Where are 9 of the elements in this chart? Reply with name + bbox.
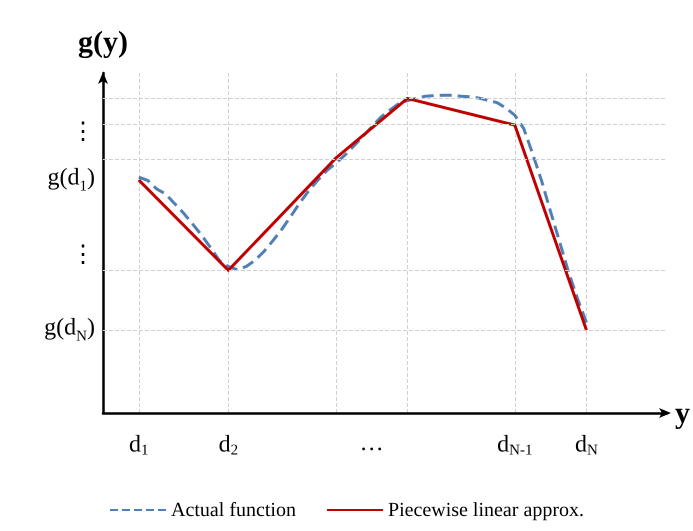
y-axis-title: g(y)	[78, 26, 128, 58]
text: ⋮	[71, 118, 95, 145]
x-axis-title: y	[675, 396, 690, 430]
text: g(d$_{1}$)	[48, 164, 95, 194]
legend-label: Actual function	[171, 499, 296, 521]
x-tick-label: …	[360, 430, 384, 456]
text: g(d$_{N}$)	[44, 314, 95, 344]
text: ⋮	[71, 242, 95, 268]
legend-label: Piecewise linear approx.	[388, 499, 584, 521]
